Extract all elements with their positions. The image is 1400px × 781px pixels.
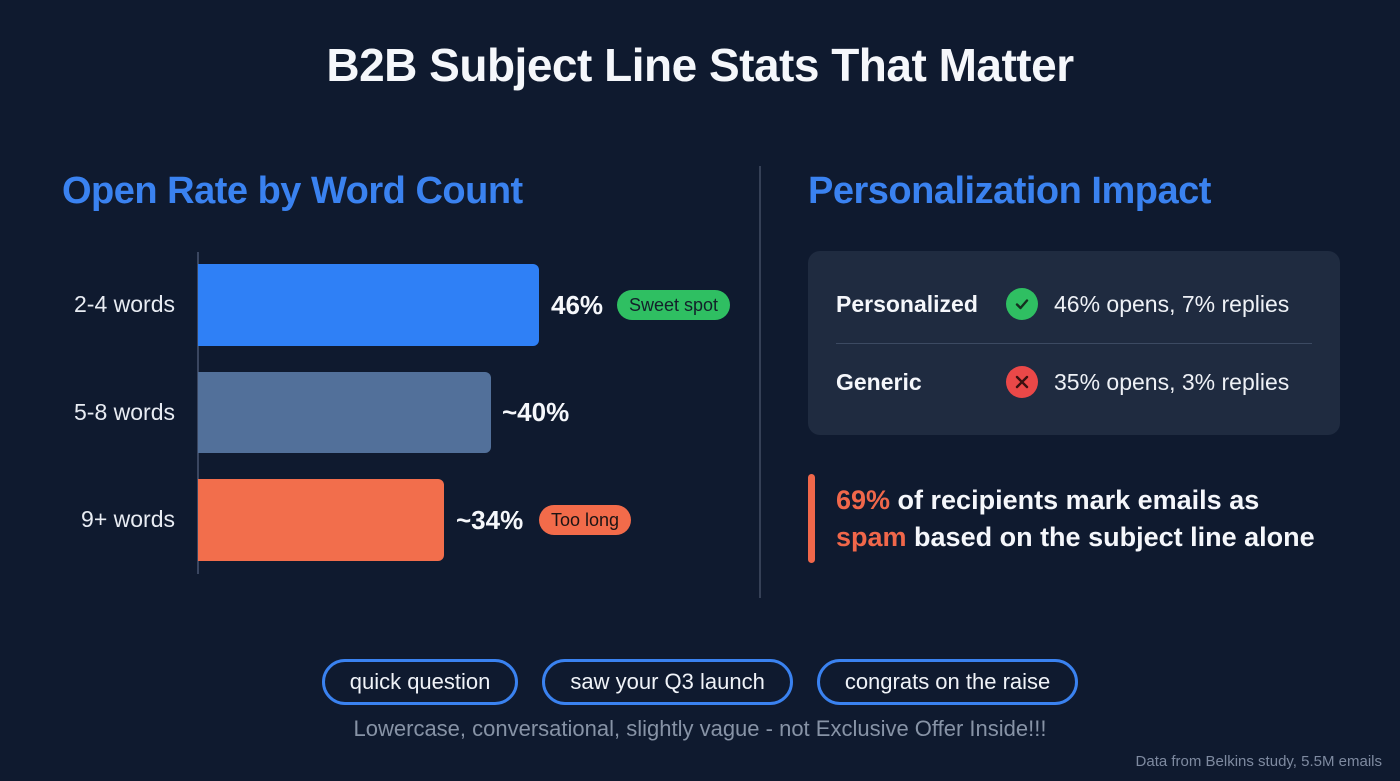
sweet-spot-badge: Sweet spot <box>617 290 731 320</box>
source-footnote: Data from Belkins study, 5.5M emails <box>1135 753 1382 770</box>
generic-row: Generic 35% opens, 3% replies <box>836 362 1312 402</box>
personalization-title: Personalization Impact <box>808 170 1211 212</box>
row-value: 46% opens, 7% replies <box>1054 290 1290 317</box>
examples-caption: Lowercase, conversational, slightly vagu… <box>353 716 1047 741</box>
bar-category-label: 9+ words <box>81 506 175 532</box>
bar-category-label: 2-4 words <box>74 291 175 317</box>
x-circle-icon <box>1006 366 1038 398</box>
bar-value-label: 46% <box>551 290 604 320</box>
bar-5-8-words <box>198 372 491 453</box>
callout-accent-bar <box>808 474 815 563</box>
callout-highlight-percent: 69% <box>836 485 891 515</box>
too-long-badge: Too long <box>539 505 632 535</box>
example-chip-q3-launch: saw your Q3 launch <box>542 659 793 705</box>
bar-value-label: ~34% <box>456 505 524 535</box>
check-circle-icon <box>1006 288 1038 320</box>
example-subject-lines: quick question saw your Q3 launch congra… <box>0 659 1400 705</box>
personalized-row: Personalized 46% opens, 7% replies <box>836 284 1312 324</box>
personalization-card: Personalized 46% opens, 7% replies Gener… <box>808 251 1340 435</box>
callout-highlight-spam: spam <box>836 522 907 552</box>
bar-value-label: ~40% <box>502 397 570 427</box>
spam-callout: 69% of recipients mark emails as spam ba… <box>836 482 1356 556</box>
page-title: B2B Subject Line Stats That Matter <box>326 39 1074 91</box>
bar-2-4-words <box>198 264 539 346</box>
example-chip-congrats-raise: congrats on the raise <box>816 659 1079 705</box>
callout-text: of recipients mark emails as <box>890 485 1260 515</box>
card-divider <box>836 343 1312 344</box>
chart-title: Open Rate by Word Count <box>62 170 523 212</box>
example-chip-quick-question: quick question <box>321 659 519 705</box>
bar-9-plus-words <box>198 479 444 561</box>
section-divider <box>759 166 761 598</box>
row-label: Personalized <box>836 290 978 317</box>
bar-category-label: 5-8 words <box>74 399 175 425</box>
row-label: Generic <box>836 368 922 395</box>
row-value: 35% opens, 3% replies <box>1054 368 1290 395</box>
callout-text: based on the subject line alone <box>906 522 1315 552</box>
